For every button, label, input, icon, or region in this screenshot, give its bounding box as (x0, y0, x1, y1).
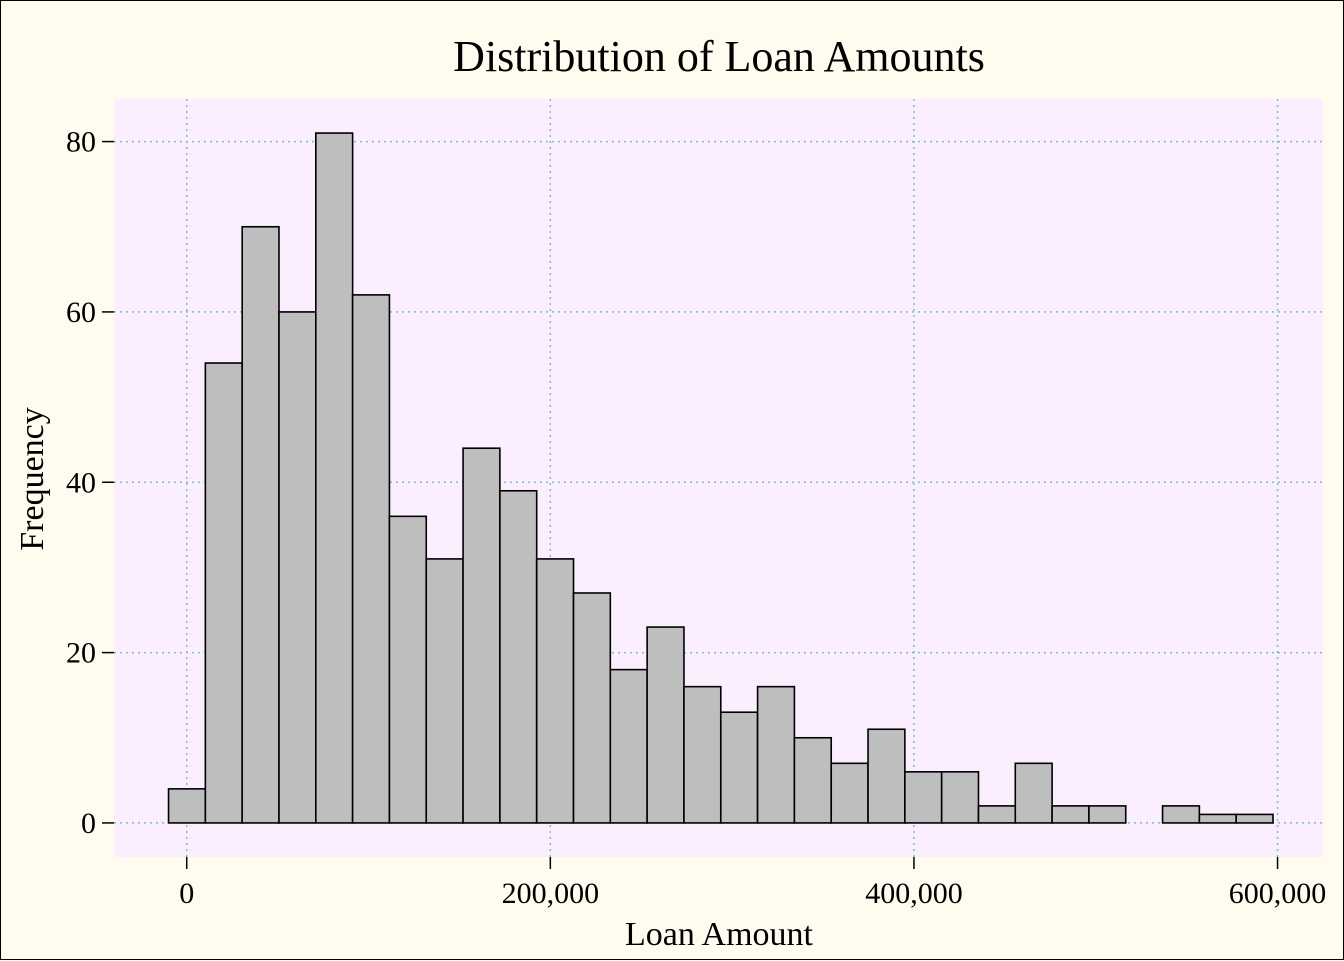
histogram-bar (1198, 813, 1237, 824)
histogram-bar (1235, 813, 1274, 824)
y-tick-label: 0 (81, 807, 96, 840)
histogram-bar (609, 668, 648, 824)
histogram-bar (388, 515, 428, 824)
chart-title: Distribution of Loan Amounts (453, 32, 985, 81)
x-tick-label: 600,000 (1229, 877, 1327, 910)
histogram-bar (425, 558, 464, 824)
histogram-bar (1088, 805, 1127, 824)
histogram-bar (315, 132, 354, 824)
grid-lines (114, 99, 1323, 857)
histogram-bar (646, 626, 685, 824)
histogram-bar (904, 771, 943, 824)
histogram-bar (683, 685, 722, 824)
bars (167, 132, 1274, 824)
histogram-bar (756, 685, 796, 824)
histogram-bar (535, 558, 575, 824)
x-tick-label: 0 (179, 877, 194, 910)
histogram-bar (977, 805, 1017, 824)
histogram-bar (499, 489, 538, 824)
x-tick-label: 200,000 (502, 877, 600, 910)
y-tick-label: 20 (66, 637, 96, 670)
x-axis: 0 200,000 400,000 600,000 (179, 857, 1326, 910)
histogram-bar (462, 447, 501, 824)
histogram-bar (1161, 805, 1201, 824)
histogram-bar (940, 771, 980, 824)
histogram-bar (241, 225, 280, 824)
histogram-bar (167, 788, 207, 824)
histogram-bar (1014, 762, 1053, 824)
y-tick-label: 60 (66, 296, 96, 329)
histogram-bar (1051, 805, 1090, 824)
histogram-bar (204, 362, 243, 824)
y-axis-label: Frequency (14, 407, 51, 551)
y-tick-label: 40 (66, 466, 96, 499)
y-tick-label: 80 (66, 126, 96, 159)
x-tick-label: 400,000 (865, 877, 963, 910)
histogram-bar (572, 592, 612, 824)
histogram-bar (278, 311, 317, 824)
histogram-bar (830, 762, 869, 824)
x-axis-label: Loan Amount (625, 916, 813, 953)
histogram-bar (867, 728, 906, 824)
histogram-bar (719, 711, 759, 824)
y-axis: 0 20 40 60 80 (66, 126, 114, 840)
histogram-bar (793, 736, 833, 824)
histogram-bar (351, 294, 391, 824)
